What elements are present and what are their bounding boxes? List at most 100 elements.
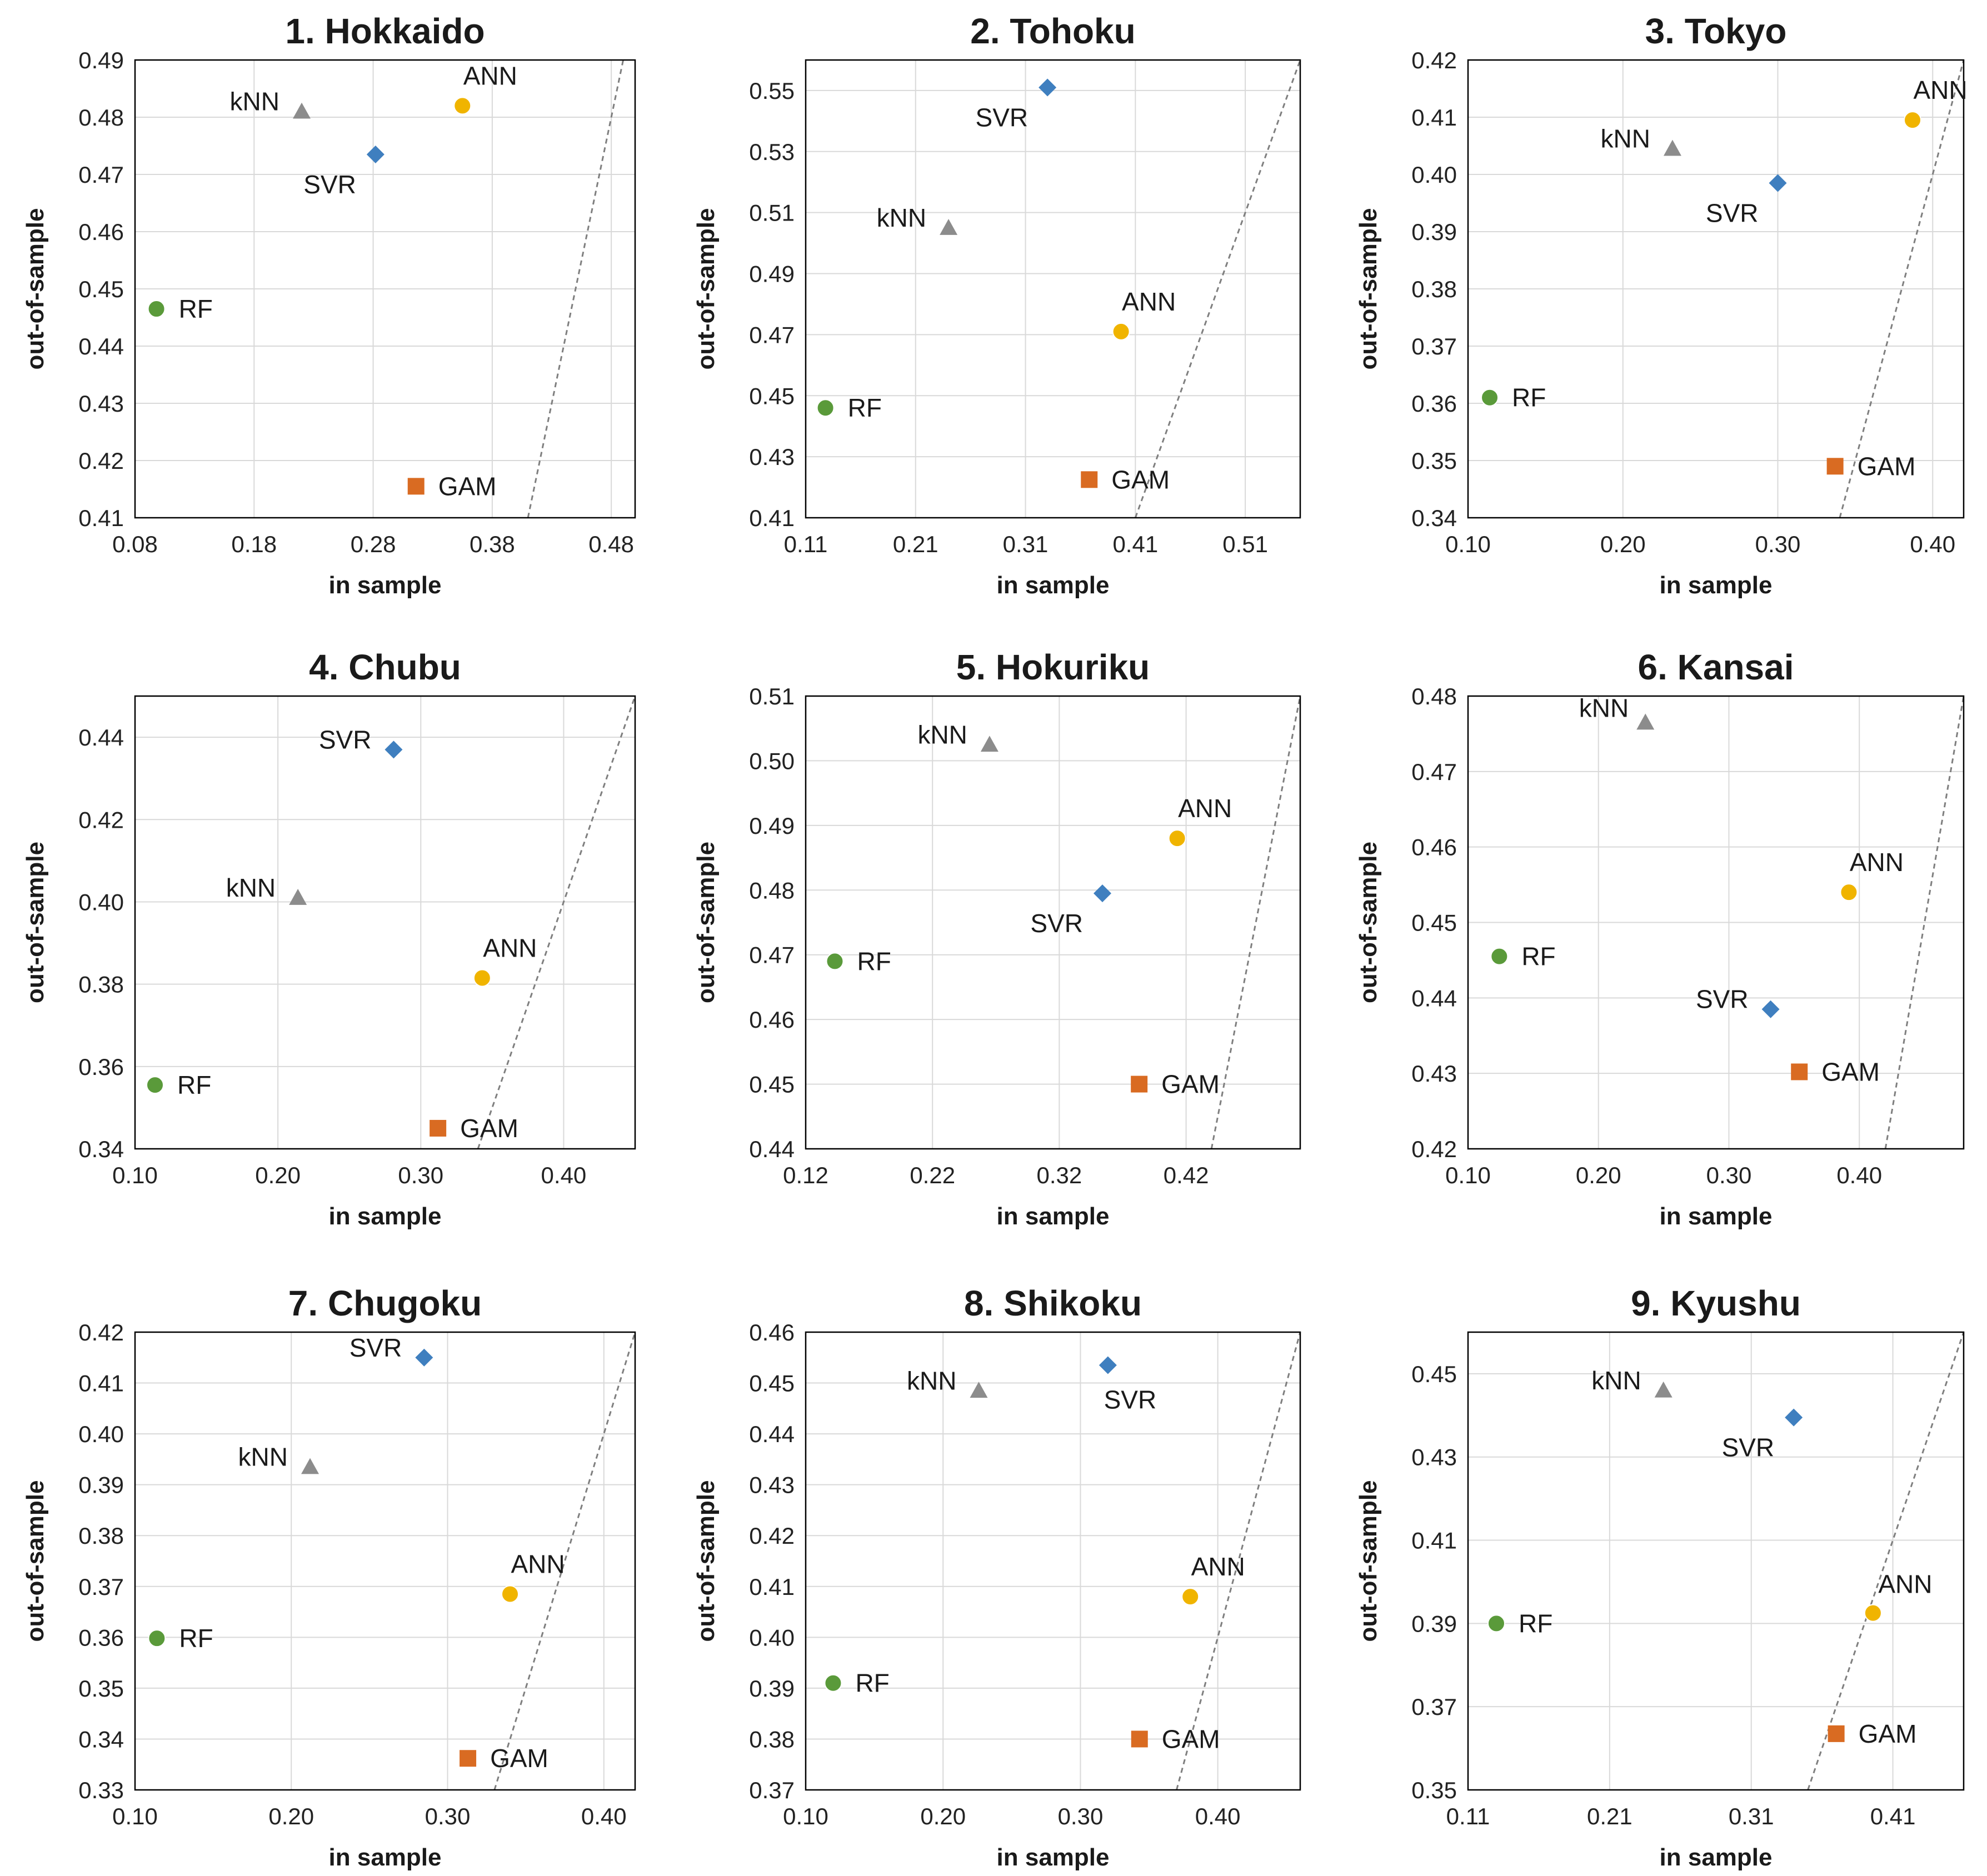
y-tick-label: 0.36: [1411, 391, 1457, 417]
y-tick-label: 0.42: [78, 807, 124, 833]
y-tick-label: 0.40: [78, 1421, 124, 1447]
point-label-knn: kNN: [877, 203, 926, 232]
data-point-gam: [1131, 1730, 1148, 1748]
data-point-ann: [1904, 111, 1922, 129]
y-tick-label: 0.40: [1411, 162, 1457, 188]
y-tick-label: 0.43: [1411, 1444, 1457, 1470]
x-tick-label: 0.32: [1037, 1162, 1082, 1188]
x-axis-title: in sample: [329, 1844, 442, 1871]
y-tick-label: 0.43: [1411, 1060, 1457, 1087]
x-tick-label: 0.30: [398, 1162, 443, 1188]
x-tick-label: 0.31: [1729, 1803, 1774, 1829]
y-axis-title: out-of-sample: [1355, 842, 1382, 1003]
point-label-rf: RF: [1521, 942, 1555, 971]
data-point-svr: [1761, 1000, 1780, 1018]
data-point-rf: [1481, 388, 1499, 407]
y-tick-label: 0.46: [1411, 834, 1457, 861]
point-label-gam: GAM: [460, 1114, 518, 1143]
x-tick-label: 0.38: [470, 531, 515, 557]
y-tick-label: 0.55: [749, 78, 795, 104]
y-tick-label: 0.43: [78, 391, 124, 417]
y-tick-label: 0.38: [78, 1523, 124, 1549]
data-point-rf: [824, 1674, 842, 1692]
data-point-ann: [473, 969, 491, 987]
x-tick-label: 0.20: [1600, 531, 1646, 557]
x-tick-label: 0.10: [1445, 1162, 1491, 1188]
y-tick-label: 0.39: [78, 1472, 124, 1498]
point-label-knn: kNN: [907, 1366, 956, 1395]
chart-panel-shikoku: 0.10 0.20 0.30 0.40 0.37 0.38 0.39 0.40 0.41 0.42…: [692, 1283, 1301, 1871]
data-point-ann: [1864, 1604, 1882, 1622]
y-tick-label: 0.47: [78, 162, 124, 188]
y-tick-label: 0.38: [78, 972, 124, 998]
x-tick-label: 0.51: [1222, 531, 1268, 557]
panel-title: 8. Shikoku: [964, 1283, 1142, 1323]
point-label-gam: GAM: [490, 1744, 548, 1773]
y-tick-label: 0.44: [749, 1421, 795, 1447]
diagonal-reference-line: [1839, 59, 1965, 518]
data-point-rf: [816, 399, 835, 417]
point-label-svr: SVR: [1104, 1385, 1157, 1414]
chart-panel-tokyo: 0.10 0.20 0.30 0.40 0.34 0.35 0.36 0.37 0.38 0.39…: [1355, 11, 1968, 599]
diagonal-reference-line: [1134, 59, 1301, 518]
data-point-rf: [1490, 947, 1509, 965]
panel-title: 5. Hokuriku: [956, 647, 1150, 687]
x-tick-label: 0.20: [920, 1803, 966, 1829]
x-tick-label: 0.10: [1445, 531, 1491, 557]
data-point-svr: [1785, 1408, 1803, 1427]
data-point-svr: [415, 1348, 433, 1367]
x-tick-label: 0.40: [1836, 1162, 1882, 1188]
y-tick-label: 0.49: [749, 813, 795, 839]
x-axis-title: in sample: [329, 1203, 442, 1230]
point-label-rf: RF: [855, 1669, 889, 1698]
point-label-rf: RF: [857, 947, 891, 975]
panel-title: 3. Tokyo: [1645, 11, 1787, 51]
x-tick-label: 0.12: [783, 1162, 828, 1188]
y-tick-label: 0.45: [749, 1370, 795, 1397]
y-tick-label: 0.45: [749, 383, 795, 409]
y-tick-label: 0.46: [78, 219, 124, 245]
data-point-knn: [1636, 713, 1655, 730]
y-tick-label: 0.36: [78, 1054, 124, 1080]
point-label-knn: kNN: [1579, 694, 1629, 723]
data-point-knn: [301, 1458, 319, 1474]
y-tick-label: 0.33: [78, 1777, 124, 1803]
y-tick-label: 0.41: [1411, 104, 1457, 131]
data-point-knn: [1663, 139, 1681, 156]
y-tick-label: 0.41: [749, 505, 795, 531]
x-tick-label: 0.30: [425, 1803, 471, 1829]
x-tick-label: 0.41: [1112, 531, 1158, 557]
point-label-ann: ANN: [1878, 1570, 1932, 1599]
point-label-knn: kNN: [226, 873, 276, 902]
point-label-ann: ANN: [1850, 848, 1904, 877]
x-axis-title: in sample: [1660, 572, 1773, 599]
plot-area: [1467, 1331, 1965, 1791]
point-label-svr: SVR: [1030, 909, 1083, 938]
point-label-knn: kNN: [1600, 124, 1650, 153]
data-point-ann: [1112, 322, 1130, 341]
y-tick-label: 0.45: [1411, 910, 1457, 936]
plot-area: [805, 1331, 1301, 1791]
y-tick-label: 0.38: [1411, 276, 1457, 302]
x-tick-label: 0.08: [112, 531, 158, 557]
plot-area: [134, 59, 636, 519]
y-axis-title: out-of-sample: [692, 208, 720, 370]
point-label-gam: GAM: [1111, 465, 1170, 494]
y-tick-label: 0.51: [749, 683, 795, 709]
point-label-svr: SVR: [350, 1333, 402, 1362]
data-point-knn: [1654, 1381, 1673, 1398]
x-tick-label: 0.18: [231, 531, 277, 557]
diagonal-reference-line: [527, 59, 625, 518]
panel-title: 4. Chubu: [309, 647, 461, 687]
point-label-svr: SVR: [319, 725, 372, 754]
data-point-rf: [146, 1076, 164, 1094]
y-tick-label: 0.34: [78, 1136, 124, 1162]
y-tick-label: 0.42: [749, 1523, 795, 1549]
x-axis-title: in sample: [997, 1203, 1110, 1230]
point-label-ann: ANN: [1122, 287, 1176, 316]
point-label-rf: RF: [848, 393, 882, 422]
y-tick-label: 0.40: [749, 1624, 795, 1650]
data-point-svr: [1099, 1356, 1117, 1374]
data-point-gam: [1826, 458, 1844, 475]
